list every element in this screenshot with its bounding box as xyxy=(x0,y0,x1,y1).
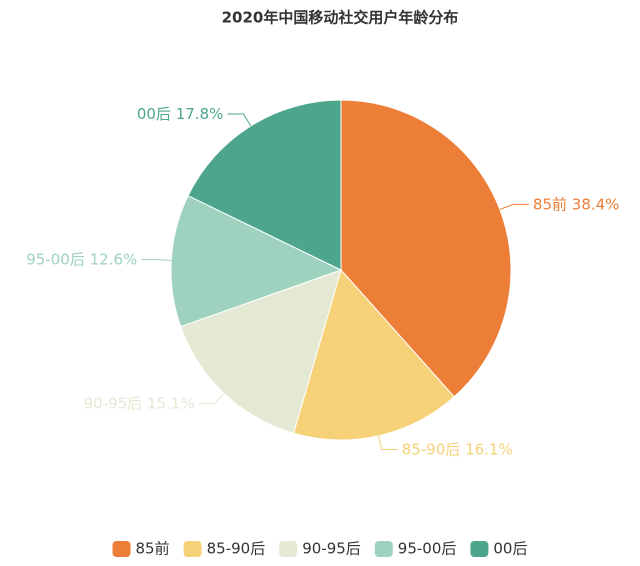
legend-swatch xyxy=(183,541,202,557)
leader-line xyxy=(141,259,172,261)
slice-value: 12.6% xyxy=(90,250,138,268)
slice-value: 38.4% xyxy=(572,195,620,213)
leader-line xyxy=(378,435,398,450)
legend-swatch xyxy=(112,541,131,557)
legend-label: 85-90后 xyxy=(207,540,266,558)
pie-slice xyxy=(340,99,512,398)
pie-slice xyxy=(170,195,343,328)
legend-label: 95-00后 xyxy=(398,540,457,558)
chart-title: 2020年中国移动社交用户年龄分布 xyxy=(222,9,459,27)
slice-name: 95-00后 xyxy=(26,250,85,268)
legend-label: 85前 xyxy=(136,540,170,558)
leader-line xyxy=(198,393,225,405)
slice-label: 95-00后 12.6% xyxy=(26,250,137,268)
slice-value: 16.1% xyxy=(465,440,513,458)
slice-label: 00后 17.8% xyxy=(137,105,224,123)
leader-line xyxy=(227,113,252,127)
slice-name: 85前 xyxy=(533,195,567,213)
slice-label: 85-90后 16.1% xyxy=(402,440,513,458)
slice-name: 85-90后 xyxy=(402,440,461,458)
legend-swatch xyxy=(470,541,489,557)
pie-slice xyxy=(292,268,455,441)
pie-slice xyxy=(180,269,342,434)
legend: 85前 85-90后 90-95后 95-00后 00后 xyxy=(112,540,527,558)
legend-swatch xyxy=(279,541,298,557)
slice-label: 90-95后 15.1% xyxy=(84,394,195,412)
legend-label: 00后 xyxy=(493,540,527,558)
slice-value: 17.8% xyxy=(176,105,224,123)
leader-line xyxy=(499,203,529,210)
slice-name: 00后 xyxy=(137,105,171,123)
slice-name: 90-95后 xyxy=(84,394,143,412)
legend-label: 90-95后 xyxy=(302,540,361,558)
slice-label: 85前 38.4% xyxy=(533,195,620,213)
legend-swatch xyxy=(374,541,393,557)
slice-value: 15.1% xyxy=(147,394,195,412)
